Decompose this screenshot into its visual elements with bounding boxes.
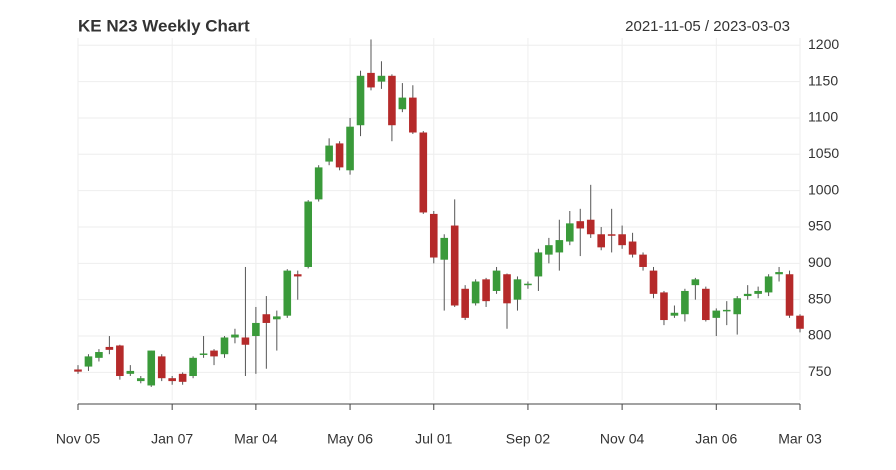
candle-body <box>220 337 229 355</box>
candle-body <box>126 370 135 374</box>
candle-body <box>649 270 658 294</box>
candle-body <box>440 237 449 260</box>
x-tick-label: Jan 07 <box>151 431 193 447</box>
candle-body <box>429 213 438 258</box>
candle-body <box>691 279 700 286</box>
candle-body <box>199 353 208 355</box>
candle-body <box>702 288 710 321</box>
x-tick-label: Nov 04 <box>600 431 645 447</box>
candle-body <box>273 316 281 320</box>
candle-body <box>785 274 794 316</box>
candle-body <box>545 245 553 255</box>
candle-body <box>116 345 124 377</box>
candle-body <box>660 292 668 321</box>
candle-body <box>388 75 396 126</box>
candle-body <box>534 252 543 277</box>
candle-body <box>628 241 637 255</box>
x-tick-label: Sep 02 <box>506 431 551 447</box>
candle-body <box>105 346 114 350</box>
chart-subtitle: 2021-11-05 / 2023-03-03 <box>625 18 790 35</box>
candle-body <box>722 309 731 312</box>
y-tick-label: 850 <box>808 290 832 306</box>
candle-body <box>325 145 333 162</box>
x-tick-label: Mar 04 <box>234 431 278 447</box>
candle-body <box>607 234 616 236</box>
candle-body <box>450 225 459 306</box>
candle-body <box>157 356 166 379</box>
candle-body <box>377 75 386 82</box>
candle-body <box>733 298 742 315</box>
x-tick-label: May 06 <box>327 431 373 447</box>
candle-body <box>565 223 574 242</box>
candle-body <box>367 72 375 88</box>
candle-body <box>796 315 804 329</box>
x-tick-label: Jan 06 <box>695 431 737 447</box>
candle-body <box>241 337 250 345</box>
x-tick-label: Mar 03 <box>778 431 822 447</box>
candle-body <box>252 322 260 337</box>
candle-body <box>482 279 490 302</box>
candle-body <box>178 373 187 382</box>
candle-body <box>283 270 292 316</box>
candle-body <box>356 75 365 126</box>
candle-body <box>670 312 679 316</box>
candle-body <box>409 97 417 133</box>
y-tick-label: 950 <box>808 218 832 234</box>
candle-body <box>304 201 313 267</box>
candle-body <box>492 270 501 291</box>
candle-body <box>335 143 344 168</box>
candle-body <box>147 350 156 386</box>
candle-body <box>262 314 271 323</box>
candle-body <box>398 97 407 110</box>
y-tick-label: 1200 <box>808 36 839 52</box>
y-tick-label: 1100 <box>808 109 838 125</box>
candle-body <box>95 352 103 358</box>
candle-body <box>618 234 626 246</box>
chart-title: KE N23 Weekly Chart <box>78 16 250 35</box>
y-tick-label: 1150 <box>808 72 838 88</box>
candle-body <box>419 132 428 213</box>
candle-body <box>136 378 145 382</box>
candle-body <box>346 126 354 171</box>
candle-body <box>576 221 585 229</box>
candle-body <box>764 276 773 293</box>
candle-body <box>461 288 469 318</box>
candle-body <box>471 281 480 304</box>
candle-body <box>168 378 176 382</box>
candle-body <box>639 254 647 267</box>
y-tick-label: 1000 <box>808 181 839 197</box>
candle-body <box>513 279 522 300</box>
candle-body <box>712 310 721 318</box>
y-tick-label: 900 <box>808 254 832 270</box>
candle-body <box>754 290 762 294</box>
candle-body <box>524 283 532 286</box>
y-tick-label: 750 <box>808 363 832 379</box>
candle-body <box>314 167 323 200</box>
candle-body <box>586 219 595 235</box>
candle-body <box>775 272 783 275</box>
candle-body <box>293 274 302 277</box>
y-tick-label: 1050 <box>808 145 839 161</box>
y-tick-label: 800 <box>808 327 832 343</box>
candle-body <box>503 274 511 304</box>
candle-body <box>555 240 564 253</box>
x-tick-label: Nov 05 <box>56 431 101 447</box>
candle-body <box>743 293 752 297</box>
candle-body <box>597 234 605 248</box>
candle-body <box>84 356 93 367</box>
candle-body <box>231 334 239 338</box>
x-tick-label: Jul 01 <box>415 431 453 447</box>
candle-body <box>74 369 82 372</box>
candle-body <box>210 350 218 357</box>
candle-body <box>189 357 197 377</box>
candle-body <box>681 290 689 315</box>
